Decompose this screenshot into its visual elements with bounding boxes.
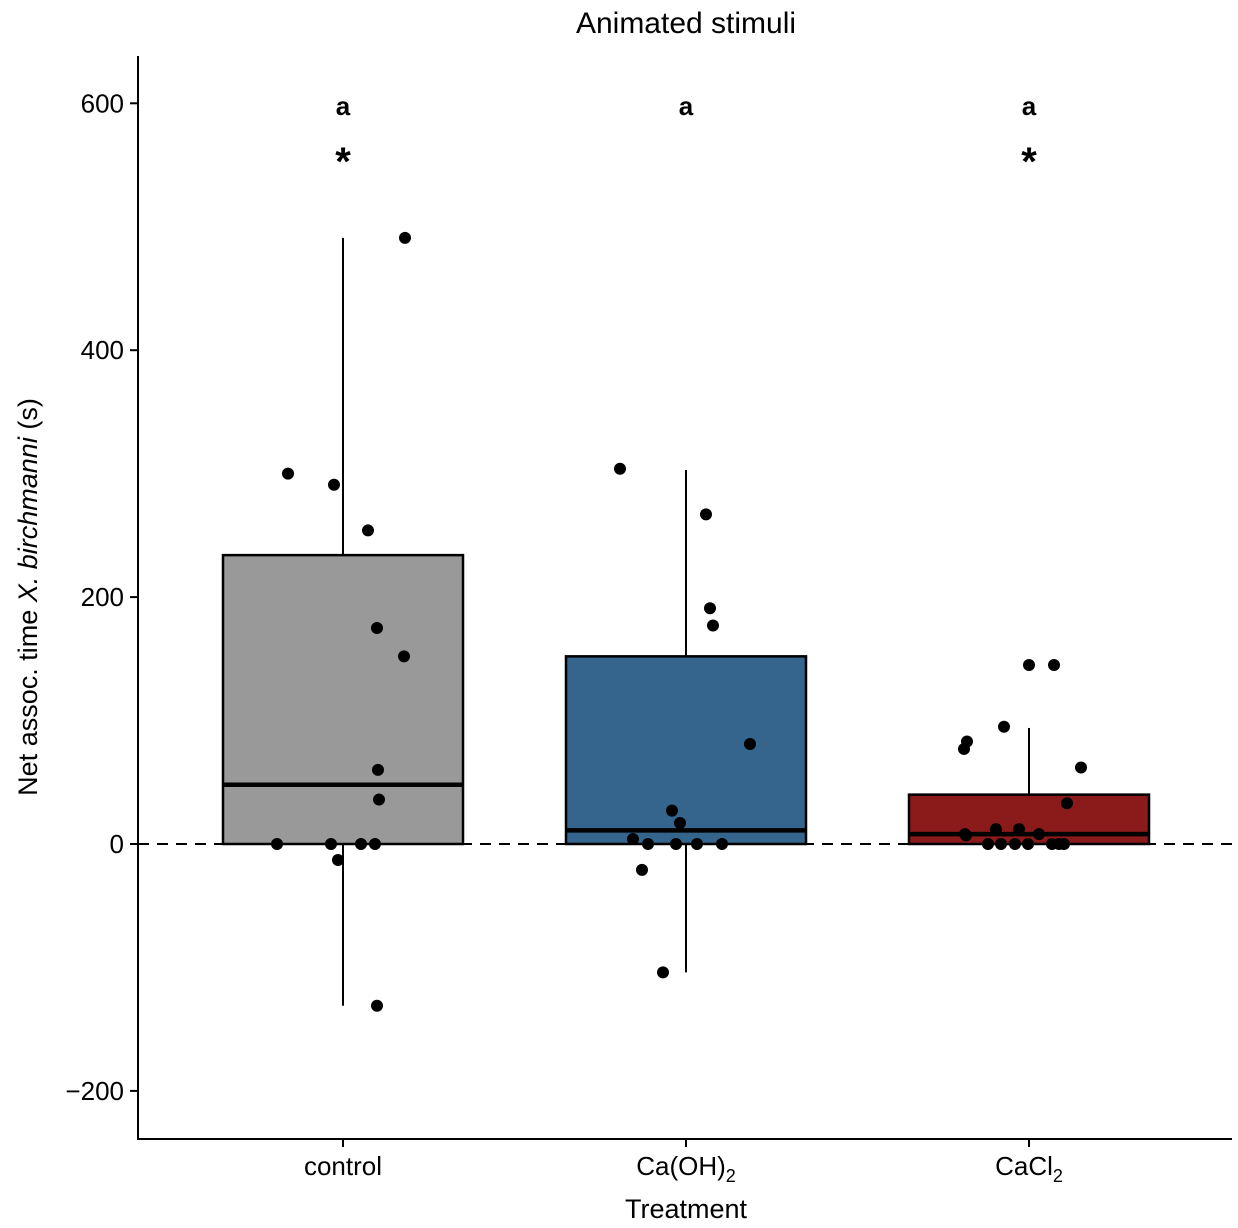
data-point: [328, 478, 340, 491]
y-axis-ticks: −200 0 200 400 600: [65, 88, 138, 1106]
data-point: [398, 650, 410, 663]
x-tick-label-subscript: 2: [726, 1166, 736, 1186]
box-iqr: [564, 655, 808, 846]
data-point: [990, 823, 1002, 836]
data-point: [1033, 828, 1045, 841]
data-point: [1013, 823, 1025, 836]
data-point: [704, 602, 716, 615]
y-axis-title-species: X. birchmanni: [13, 436, 43, 603]
data-point: [369, 838, 381, 850]
y-axis-title-prefix: Net assoc. time: [13, 602, 43, 796]
plot-area: a * a a *: [138, 91, 1232, 1012]
data-point: [362, 524, 374, 537]
data-point: [960, 829, 972, 842]
data-point: [666, 804, 678, 817]
data-point: [1053, 838, 1065, 850]
data-point: [1048, 658, 1060, 671]
x-tick-label: Ca(OH)2: [636, 1151, 736, 1186]
y-tick-label: −200: [65, 1076, 124, 1106]
data-point: [614, 462, 626, 475]
significance-letter: a: [336, 91, 351, 121]
data-point: [282, 467, 294, 480]
chart-title: Animated stimuli: [576, 7, 796, 40]
data-point: [627, 833, 639, 846]
x-tick-label: control: [304, 1151, 382, 1181]
x-axis-title: Treatment: [625, 1194, 748, 1224]
data-point: [355, 838, 367, 850]
data-point: [674, 817, 686, 830]
x-tick-label-subscript: 2: [1053, 1166, 1063, 1186]
x-tick-label-base: Ca(OH): [636, 1151, 726, 1181]
x-axis-ticks: control Ca(OH)2 CaCl2: [304, 1139, 1063, 1186]
x-tick-label-base: control: [304, 1151, 382, 1181]
data-point: [636, 863, 648, 876]
data-point: [1061, 797, 1073, 810]
x-tick-label-base: CaCl: [995, 1151, 1053, 1181]
x-tick-label: CaCl2: [995, 1151, 1063, 1186]
significance-star: *: [1021, 140, 1037, 184]
data-point: [958, 742, 970, 755]
data-point: [332, 854, 344, 867]
data-point: [700, 508, 712, 521]
y-axis-title: Net assoc. time X. birchmanni (s): [13, 398, 43, 796]
data-point: [1009, 838, 1021, 850]
y-tick-label: 0: [110, 829, 124, 859]
data-point: [373, 793, 385, 806]
data-point: [716, 838, 728, 850]
box-group-2: [564, 469, 808, 973]
data-point: [371, 999, 383, 1012]
data-point: [1022, 838, 1034, 850]
box-iqr: [221, 553, 465, 846]
data-point: [325, 838, 337, 850]
data-point: [271, 838, 283, 850]
data-point: [998, 720, 1010, 733]
data-point: [691, 838, 703, 850]
data-point: [670, 838, 682, 850]
data-point: [707, 619, 719, 632]
y-tick-label: 400: [81, 335, 124, 365]
significance-letter: a: [679, 91, 694, 121]
data-point: [372, 763, 384, 776]
data-point: [995, 838, 1007, 850]
significance-letter: a: [1022, 91, 1037, 121]
data-point: [1075, 761, 1087, 774]
data-point: [657, 966, 669, 979]
data-point: [642, 838, 654, 850]
data-point: [744, 738, 756, 751]
data-point: [1023, 658, 1035, 671]
box-iqr: [907, 793, 1151, 846]
y-tick-label: 200: [81, 582, 124, 612]
box-group-3: [907, 727, 1151, 846]
y-axis-title-suffix: (s): [13, 398, 43, 437]
data-point: [371, 621, 383, 634]
data-point: [982, 838, 994, 850]
significance-star: *: [335, 140, 351, 184]
y-tick-label: 600: [81, 88, 124, 118]
box-group-1: [221, 237, 465, 1006]
data-point: [399, 231, 411, 244]
